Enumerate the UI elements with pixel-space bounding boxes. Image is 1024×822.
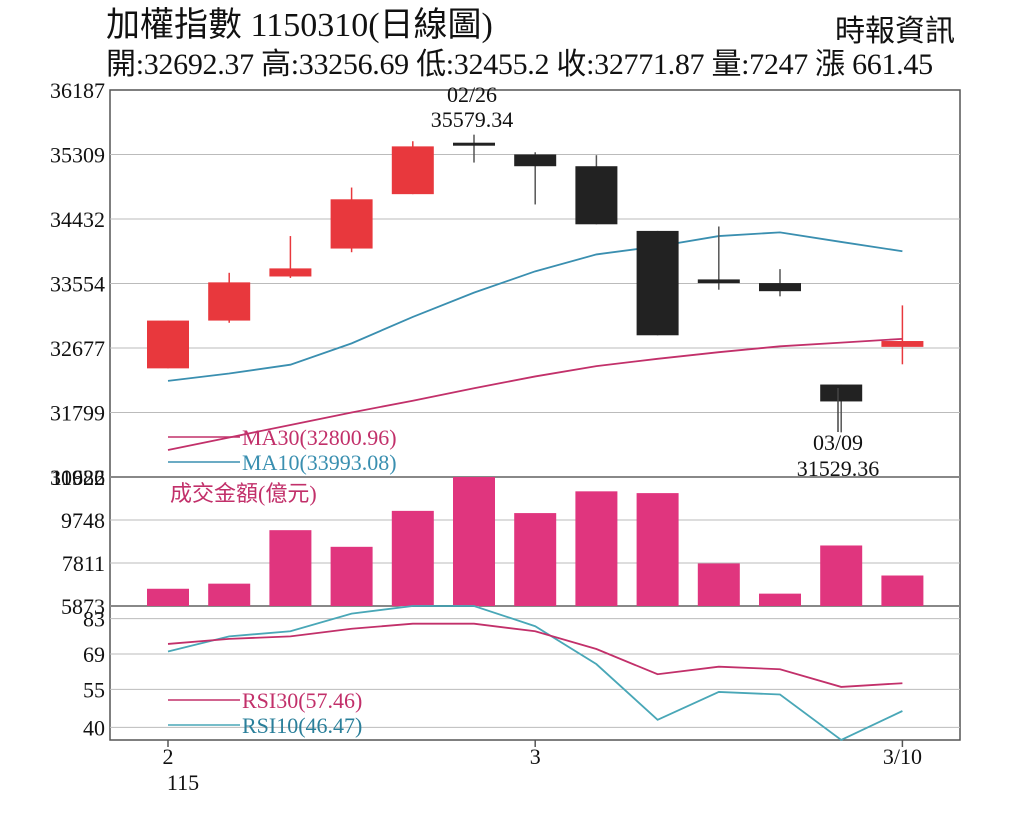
candles	[147, 134, 924, 433]
volume-tick-label: 11686	[51, 465, 105, 490]
volume-label: 成交金額(億元)	[170, 481, 317, 506]
rsi10-line	[167, 605, 903, 742]
chart-title: 加權指數 1150310(日線圖)	[106, 7, 493, 44]
candle	[269, 236, 312, 278]
volume-bar	[514, 513, 557, 606]
candle-body	[330, 199, 373, 249]
low-date: 03/09	[813, 430, 863, 455]
candle	[881, 305, 924, 365]
volume-bar	[759, 593, 801, 606]
candle	[330, 187, 373, 253]
price-tick-label: 34432	[50, 207, 105, 232]
x-axis-tick-label: 3/10	[883, 744, 922, 769]
price-tick-label: 31799	[50, 401, 105, 426]
volume-bar	[636, 493, 679, 606]
candle	[636, 230, 679, 336]
candle-body	[453, 142, 495, 146]
candle-body	[881, 341, 924, 347]
candle-body	[636, 230, 679, 336]
volume-tick-label: 9748	[61, 508, 105, 533]
volume-bar	[330, 546, 373, 606]
ohlc-summary: 開:32692.37 高:33256.69 低:32455.2 收:32771.…	[106, 48, 933, 81]
low-annotation: 03/09 31529.36	[797, 388, 880, 481]
high-annotation: 02/26 35579.34	[431, 82, 514, 132]
price-tick-label: 36187	[50, 78, 105, 103]
volume-bar	[269, 530, 312, 606]
rsi10-legend-label: RSI10(46.47)	[242, 713, 362, 738]
ma30-legend-label: MA30(32800.96)	[242, 425, 397, 450]
candle-body	[514, 154, 557, 167]
rsi-tick-label: 83	[83, 607, 105, 632]
candle	[514, 152, 557, 205]
candle-body	[759, 283, 801, 292]
rsi-tick-label: 69	[83, 642, 105, 667]
candle	[147, 320, 189, 369]
ma-legend: MA30(32800.96) MA10(33993.08)	[168, 425, 397, 475]
rsi-tick-label: 40	[83, 715, 105, 740]
volume-bar	[697, 563, 740, 606]
ma30-line	[167, 337, 903, 451]
price-tick-label: 33554	[50, 272, 105, 297]
volume-y-axis: 11686 9748 7811 5873	[51, 465, 105, 619]
price-y-axis: 36187 35309 34432 33554 32677 31799 30922	[50, 78, 105, 490]
ma10-line	[167, 231, 903, 382]
candle	[697, 226, 740, 290]
volume-bar	[453, 477, 495, 606]
x-axis-year: 115	[167, 770, 199, 795]
candle-body	[269, 268, 312, 277]
candle-body	[697, 279, 740, 284]
candle	[759, 269, 801, 297]
volume-bar	[391, 510, 434, 606]
rsi30-line	[167, 622, 903, 688]
volume-bar	[575, 491, 618, 606]
rsi-tick-label: 55	[83, 677, 105, 702]
candle-body	[575, 166, 618, 225]
price-tick-label: 35309	[50, 143, 105, 168]
volume-tick-label: 5873	[61, 594, 105, 619]
price-tick-label: 30922	[50, 465, 105, 490]
rsi-legend: RSI30(57.46) RSI10(46.47)	[168, 688, 362, 738]
x-axis-tick-label: 3	[530, 744, 541, 769]
candle-body	[820, 384, 863, 402]
candle	[820, 384, 863, 433]
rsi30-legend-label: RSI30(57.46)	[242, 688, 362, 713]
rsi-grid	[110, 618, 960, 728]
candle	[391, 141, 434, 195]
high-date: 02/26	[447, 82, 497, 107]
price-tick-label: 32677	[50, 336, 105, 361]
candle-body	[391, 146, 434, 195]
volume-tick-label: 7811	[62, 551, 105, 576]
volume-bar	[881, 575, 924, 606]
candle	[208, 272, 251, 323]
x-axis-tick-label: 2	[163, 744, 174, 769]
source-label: 時報資訊	[835, 15, 955, 48]
candle	[575, 155, 618, 225]
volume-bar	[208, 583, 251, 606]
ma10-legend-label: MA10(33993.08)	[242, 450, 397, 475]
rsi-lines	[167, 605, 903, 742]
high-value: 35579.34	[431, 107, 514, 132]
x-axis: 2 3 3/10	[163, 740, 922, 769]
candle	[453, 134, 495, 163]
low-value: 31529.36	[797, 456, 880, 481]
candle-body	[147, 320, 189, 369]
rsi-y-axis: 83 69 55 40	[83, 607, 105, 741]
candle-body	[208, 282, 251, 321]
volume-bar	[147, 588, 189, 606]
moving-average-lines	[167, 231, 903, 451]
volume-bar	[820, 545, 863, 606]
volume-bars	[147, 477, 924, 606]
